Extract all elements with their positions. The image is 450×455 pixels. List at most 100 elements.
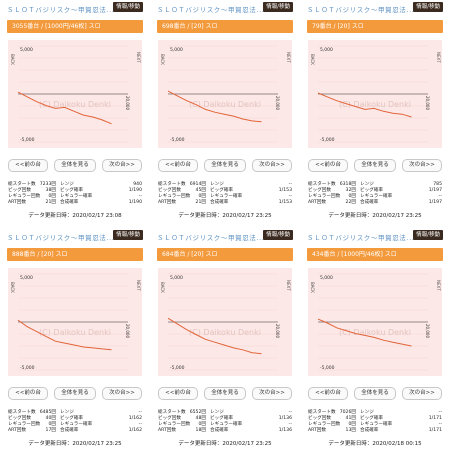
view-all-button[interactable]: 全体を見る (204, 159, 246, 172)
nav-button-row: <<前の台 全体を見る 次の台>> (8, 387, 142, 400)
stat-label: 総スタート数 (158, 410, 186, 415)
prev-machine-button[interactable]: <<前の台 (308, 159, 348, 172)
stats-row: ART回数 13回 合成確率 1/171 (308, 428, 442, 434)
slump-chart: 5,000 -5,000 20,000 (C) Daikoku Denki NEXT BA… (158, 40, 292, 148)
info-move-button[interactable]: 情報/移動 (113, 2, 143, 12)
stat-value: -- (438, 194, 442, 200)
view-all-button[interactable]: 全体を見る (54, 159, 96, 172)
stat-label: ART回数 (8, 200, 26, 206)
prev-machine-button[interactable]: <<前の台 (158, 387, 198, 400)
stat-value: 18回 (195, 428, 206, 434)
back-side-label[interactable]: BACK (310, 282, 315, 293)
next-side-label[interactable]: NEXT (136, 280, 141, 291)
next-machine-button[interactable]: 次の台>> (102, 387, 142, 400)
y-tick-label: 5,000 (320, 47, 333, 53)
next-machine-button[interactable]: 次の台>> (402, 159, 442, 172)
stat-value: -- (288, 182, 292, 187)
stats-row: レギュラー回数 0回 レギュラー確率 -- (308, 194, 442, 200)
y-tick-label: 5,000 (20, 47, 33, 53)
stats-row: レギュラー回数 0回 レギュラー確率 -- (8, 194, 142, 200)
machine-panel: ＳＬＯＴバジリスク～甲賀忍法... 情報/移動 698番台 / [20] スロ 5,0… (155, 0, 295, 222)
stats-row: 総スタート数 6914回 レンジ -- (158, 182, 292, 188)
stat-value: 6552回 (189, 410, 206, 415)
watermark-text: (C) Daikoku Denki (339, 100, 411, 109)
view-all-button[interactable]: 全体を見る (54, 387, 96, 400)
slump-line (17, 319, 112, 351)
info-move-button[interactable]: 情報/移動 (113, 230, 143, 240)
next-machine-button[interactable]: 次の台>> (102, 159, 142, 172)
stat-label: ART回数 (158, 200, 176, 206)
next-side-label[interactable]: NEXT (286, 52, 291, 63)
next-machine-button[interactable]: 次の台>> (252, 159, 292, 172)
stat-value: 6914回 (189, 182, 206, 187)
stats-row: ビッグ回数 32回 ビッグ確率 1/197 (308, 188, 442, 194)
back-side-label[interactable]: BACK (10, 282, 15, 293)
next-machine-button[interactable]: 次の台>> (252, 387, 292, 400)
next-side-label[interactable]: NEXT (436, 52, 441, 63)
stat-value: 0回 (198, 194, 206, 200)
info-move-button[interactable]: 情報/移動 (263, 2, 293, 12)
stat-value: 48回 (195, 416, 206, 422)
update-label: データ更新日時： (328, 441, 373, 447)
update-value: 2020/02/18 00:15 (372, 441, 422, 447)
stat-label: 合成確率 (60, 428, 79, 434)
app-title: ＳＬＯＴバジリスク～甲賀忍法... (157, 234, 265, 242)
view-all-button[interactable]: 全体を見る (354, 159, 396, 172)
next-side-label[interactable]: NEXT (136, 52, 141, 63)
stat-value: 1/197 (428, 188, 442, 194)
update-label: データ更新日時： (178, 441, 223, 447)
next-side-label[interactable]: NEXT (436, 280, 441, 291)
back-side-label[interactable]: BACK (10, 54, 15, 65)
stat-value: 6318回 (339, 182, 356, 187)
stat-value: 0回 (48, 194, 56, 200)
prev-machine-button[interactable]: <<前の台 (158, 159, 198, 172)
prev-machine-button[interactable]: <<前の台 (308, 387, 348, 400)
info-move-button[interactable]: 情報/移動 (263, 230, 293, 240)
update-value: 2020/02/17 23:25 (222, 213, 272, 219)
update-timestamp: データ更新日時：2020/02/17 23:25 (155, 211, 295, 219)
stat-value: -- (288, 194, 292, 200)
stat-label: 合成確率 (210, 428, 229, 434)
stat-label: ビッグ確率 (60, 188, 83, 194)
chart-svg: 5,000 -5,000 20,000 (C) Daikoku Denki (17, 273, 130, 371)
app-title: ＳＬＯＴバジリスク～甲賀忍法... (157, 6, 265, 14)
stat-label: レギュラー回数 (158, 422, 191, 428)
back-side-label[interactable]: BACK (160, 282, 165, 293)
y-tick-label: -5,000 (170, 137, 185, 143)
stat-label: ビッグ確率 (60, 416, 83, 422)
stats-row: ビッグ回数 45回 ビッグ確率 1/153 (158, 188, 292, 194)
stat-label: レギュラー確率 (60, 422, 93, 428)
stat-value: 1/190 (128, 188, 142, 194)
view-all-button[interactable]: 全体を見る (204, 387, 246, 400)
machine-panel: ＳＬＯＴバジリスク～甲賀忍法... 情報/移動 434番台 / [1000円/46枚… (305, 228, 445, 450)
stat-label: 合成確率 (360, 200, 379, 206)
y-tick-label: -5,000 (20, 365, 35, 371)
stat-label: 総スタート数 (308, 410, 336, 415)
watermark-text: (C) Daikoku Denki (189, 100, 261, 109)
stat-value: 7026回 (339, 410, 356, 415)
stat-label: レギュラー回数 (8, 422, 41, 428)
info-move-button[interactable]: 情報/移動 (413, 230, 443, 240)
x-tick-label: 20,000 (125, 96, 130, 110)
view-all-button[interactable]: 全体を見る (354, 387, 396, 400)
watermark-text: (C) Daikoku Denki (189, 328, 261, 337)
update-timestamp: データ更新日時：2020/02/17 23:08 (5, 211, 145, 219)
stat-value: 1/162 (128, 428, 142, 434)
app-title: ＳＬＯＴバジリスク～甲賀忍法... (307, 6, 415, 14)
stat-label: 合成確率 (60, 200, 79, 206)
stat-value: 21回 (195, 200, 206, 206)
back-side-label[interactable]: BACK (160, 54, 165, 65)
next-side-label[interactable]: NEXT (286, 280, 291, 291)
stat-value: -- (288, 422, 292, 428)
prev-machine-button[interactable]: <<前の台 (8, 387, 48, 400)
x-tick-label: 20,000 (275, 96, 280, 110)
stat-label: 総スタート数 (8, 182, 36, 187)
next-machine-button[interactable]: 次の台>> (402, 387, 442, 400)
info-move-button[interactable]: 情報/移動 (413, 2, 443, 12)
stat-value: 7233回 (39, 182, 56, 187)
stat-label: レギュラー確率 (210, 194, 243, 200)
prev-machine-button[interactable]: <<前の台 (8, 159, 48, 172)
back-side-label[interactable]: BACK (310, 54, 315, 65)
stat-value: 940 (133, 182, 142, 187)
machine-header: 79番台 / [20] スロ (307, 20, 443, 33)
